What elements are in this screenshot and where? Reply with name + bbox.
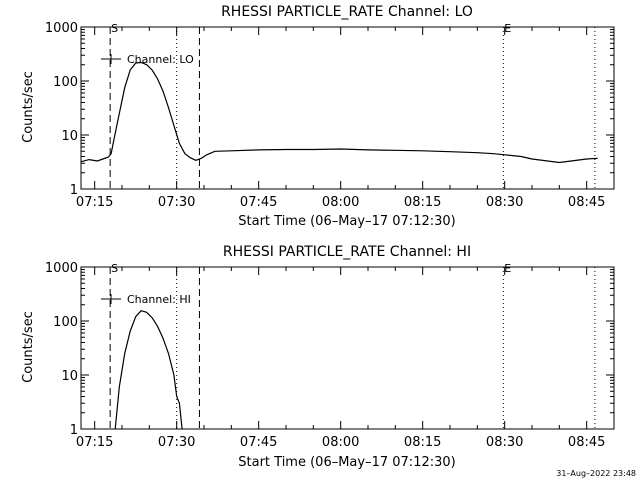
y-axis-label: Counts/sec [21,311,36,383]
x-tick-label: 08:15 [404,435,441,450]
marker-label: S [111,262,118,275]
chart-title: RHESSI PARTICLE_RATE Channel: HI [223,244,471,260]
plot-frame [80,266,615,430]
plot-frame [80,26,615,190]
x-tick-label: 08:00 [322,195,359,210]
panel-hi: RHESSI PARTICLE_RATE Channel: HI Start T… [21,244,615,470]
y-tick-label: 100 [53,315,78,330]
x-tick-label: 07:30 [158,435,195,450]
y-axis-label: Counts/sec [21,71,36,143]
y-tick-label: 1000 [45,261,78,276]
chart-title: RHESSI PARTICLE_RATE Channel: LO [221,4,473,20]
marker-label: E [504,22,511,35]
y-tick-label: 1000 [45,21,78,36]
series-line [114,310,183,429]
series-line [81,61,598,164]
marker-label: S [111,22,118,35]
y-tick-label: 100 [53,75,78,90]
x-tick-label: 08:45 [568,195,605,210]
x-axis-label: Start Time (06–May–17 07:12:30) [238,214,455,229]
x-tick-label: 08:30 [486,195,523,210]
x-tick-label: 07:45 [240,195,277,210]
x-axis-label: Start Time (06–May–17 07:12:30) [238,455,455,470]
marker-label: E [504,262,511,275]
y-tick-label: 1 [70,423,78,438]
x-tick-label: 08:15 [404,195,441,210]
legend-label: Channel: HI [127,293,191,306]
y-tick-label: 1 [70,183,78,198]
panel-lo: RHESSI PARTICLE_RATE Channel: LO Start T… [21,4,615,229]
x-tick-label: 07:15 [76,435,113,450]
x-tick-label: 08:45 [568,435,605,450]
x-tick-label: 07:15 [76,195,113,210]
x-tick-label: 07:30 [158,195,195,210]
x-tick-label: 08:00 [322,435,359,450]
x-tick-label: 08:30 [486,435,523,450]
y-tick-label: 10 [61,369,78,384]
legend-label: Channel: LO [127,53,194,66]
y-tick-label: 10 [61,129,78,144]
x-tick-label: 07:45 [240,435,277,450]
footer-timestamp: 31–Aug–2022 23:48 [556,469,636,478]
